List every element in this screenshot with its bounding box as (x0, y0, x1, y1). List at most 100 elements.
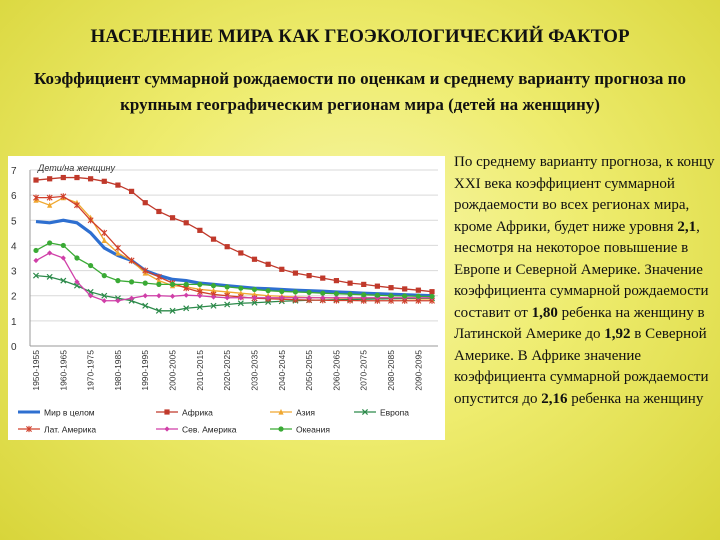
y-tick-label: 1 (11, 317, 17, 328)
y-tick-label: 0 (11, 342, 17, 353)
legend-label: Сев. Америка (182, 425, 237, 435)
data-point (101, 178, 107, 184)
legend-label: Африка (182, 408, 213, 418)
page-title: НАСЕЛЕНИЕ МИРА КАК ГЕОЭКОЛОГИЧЕСКИЙ ФАКТ… (90, 26, 630, 47)
data-point (361, 408, 369, 416)
data-point (101, 273, 107, 279)
side-description: По среднему варианту прогноза, к концу X… (454, 152, 716, 410)
data-point (60, 193, 67, 200)
data-point (238, 290, 244, 296)
data-point (429, 289, 435, 295)
data-point (374, 292, 380, 298)
data-point (26, 425, 32, 433)
data-point (142, 302, 149, 309)
y-tick-label: 4 (11, 241, 17, 252)
side-text-part-2: , несмотря на некоторое повышение в Евро… (454, 218, 709, 321)
data-point (169, 307, 176, 314)
data-point (320, 275, 326, 281)
legend-label: Океания (296, 425, 330, 435)
data-point (33, 257, 39, 264)
data-point (74, 255, 80, 261)
data-point (115, 298, 121, 304)
data-point (292, 270, 299, 276)
data-point (47, 202, 53, 208)
data-point (415, 293, 421, 299)
data-point (197, 293, 203, 299)
data-point (251, 256, 258, 262)
y-tick-label: 6 (11, 191, 17, 202)
data-point (183, 281, 189, 287)
y-axis-label: Дети/на женщину (37, 163, 115, 173)
data-point (74, 174, 80, 181)
data-point (415, 287, 421, 293)
data-point (197, 281, 203, 287)
data-point (88, 262, 94, 269)
data-point (210, 287, 217, 294)
data-point (238, 250, 244, 256)
data-point (74, 279, 80, 285)
data-point (224, 295, 230, 301)
data-point (60, 255, 66, 261)
data-point (320, 290, 326, 296)
data-point (47, 250, 53, 256)
data-point (388, 285, 394, 291)
data-point (347, 280, 353, 286)
y-tick-label: 3 (11, 267, 17, 278)
y-tick-label: 5 (11, 216, 17, 227)
data-point (60, 242, 66, 249)
data-point (156, 208, 162, 215)
data-point (156, 293, 162, 299)
data-point (155, 307, 162, 314)
side-text-part-4: в Северной Америке. В Африке значение ко… (454, 326, 709, 407)
data-point (183, 292, 189, 298)
data-point (292, 289, 299, 295)
data-point (210, 236, 217, 242)
data-point (156, 281, 162, 287)
x-tick-label: 1980-1985 (113, 350, 123, 391)
series-line (35, 242, 433, 298)
data-point (88, 293, 94, 299)
data-point (224, 284, 230, 290)
data-point (278, 426, 284, 432)
data-point (114, 244, 121, 252)
y-tick-label: 7 (11, 166, 17, 177)
data-point (73, 202, 80, 209)
data-point (279, 288, 285, 295)
data-point (60, 174, 66, 181)
data-point (47, 240, 53, 246)
side-text-part-5: ребенка на женщину (567, 390, 704, 407)
data-point (155, 273, 162, 280)
data-point (279, 295, 285, 301)
data-point (361, 292, 367, 298)
data-point (251, 286, 258, 293)
side-value-3: 1,92 (604, 326, 631, 342)
data-point (115, 249, 121, 256)
data-point (101, 292, 108, 299)
data-point (115, 182, 121, 188)
data-point (32, 272, 40, 279)
chart-subtitle: Коэффициент суммарной рождаемости по оце… (34, 69, 686, 114)
data-point (46, 194, 53, 201)
data-point (47, 176, 53, 182)
data-point (265, 261, 271, 267)
data-point (333, 291, 340, 297)
data-point (320, 295, 326, 301)
data-point (128, 257, 135, 264)
data-point (169, 293, 176, 299)
data-point (33, 194, 39, 201)
side-value-2: 1,80 (531, 304, 558, 321)
x-tick-label: 2030-2035 (249, 350, 259, 391)
data-point (347, 291, 353, 297)
data-point (361, 281, 367, 287)
data-point (183, 220, 189, 226)
data-point (142, 200, 148, 206)
data-point (128, 188, 135, 194)
data-point (164, 409, 170, 415)
x-tick-label: 2050-2055 (304, 350, 314, 391)
x-tick-label: 1990-1995 (140, 350, 150, 391)
x-tick-label: 1970-1975 (86, 350, 96, 391)
data-point (279, 266, 285, 272)
series-line (35, 196, 432, 300)
data-point (183, 305, 190, 312)
data-point (128, 279, 135, 285)
